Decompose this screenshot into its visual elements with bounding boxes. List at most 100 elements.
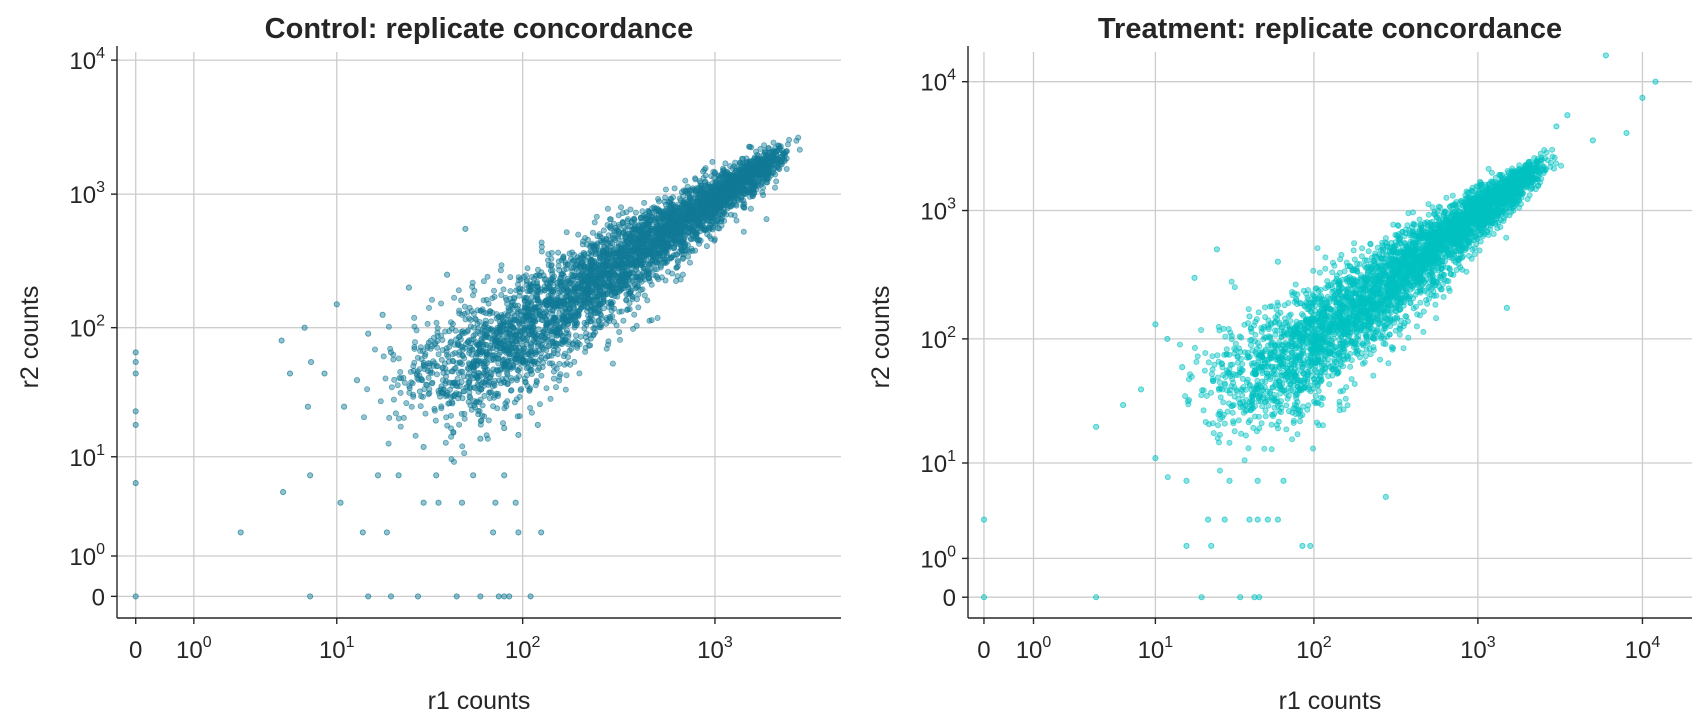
scatter-point xyxy=(374,472,382,479)
scatter-point xyxy=(505,305,512,312)
scatter-point xyxy=(470,324,477,331)
scatter-point xyxy=(527,404,534,411)
scatter-point xyxy=(132,358,139,366)
scatter-points xyxy=(132,134,803,600)
scatter-point xyxy=(657,240,664,247)
scatter-point xyxy=(547,328,554,335)
scatter-point xyxy=(497,380,504,387)
scatter-point xyxy=(550,347,557,354)
scatter-point xyxy=(626,271,633,278)
scatter-point xyxy=(770,154,777,161)
scatter-point xyxy=(487,318,494,325)
scatter-point xyxy=(385,440,392,447)
scatter-point xyxy=(401,379,408,386)
scatter-point xyxy=(438,356,445,363)
scatter-point xyxy=(763,216,770,223)
scatter-point xyxy=(501,405,508,412)
scatter-point xyxy=(492,499,499,506)
scatter-point xyxy=(397,423,404,430)
x-tick-label: 100 xyxy=(176,634,212,664)
scatter-point xyxy=(420,443,427,451)
scatter-point xyxy=(655,253,662,260)
scatter-point xyxy=(479,402,486,409)
scatter-point xyxy=(500,286,507,293)
scatter-point xyxy=(609,257,616,264)
scatter-point xyxy=(524,299,531,306)
scatter-point xyxy=(1485,165,1492,172)
scatter-point xyxy=(476,407,483,414)
scatter-point xyxy=(570,302,577,309)
scatter-point xyxy=(567,294,574,301)
scatter-point xyxy=(577,261,584,268)
scatter-point xyxy=(447,339,454,346)
scatter-point xyxy=(616,328,623,335)
scatter-point xyxy=(664,258,671,265)
scatter-point xyxy=(411,339,418,346)
scatter-point xyxy=(503,337,510,344)
scatter-point xyxy=(480,297,487,304)
scatter-point xyxy=(679,255,686,262)
scatter-point xyxy=(563,318,570,325)
scatter-point xyxy=(447,412,454,419)
scatter-point xyxy=(501,593,508,600)
scatter-point xyxy=(662,277,669,284)
scatter-point xyxy=(683,216,690,223)
scatter-point xyxy=(554,295,561,302)
scatter-point xyxy=(573,296,580,303)
scatter-point xyxy=(628,218,635,225)
scatter-point xyxy=(468,308,475,315)
scatter-point xyxy=(643,268,650,275)
scatter-point xyxy=(579,280,586,287)
scatter-point xyxy=(692,191,699,198)
scatter-point xyxy=(451,391,458,398)
scatter-point xyxy=(469,292,476,299)
scatter-point xyxy=(652,247,659,254)
scatter-point xyxy=(406,383,413,390)
scatter-point xyxy=(387,593,395,600)
scatter-point xyxy=(604,205,611,212)
scatter-point xyxy=(421,386,428,393)
scatter-point xyxy=(509,323,516,330)
scatter-point xyxy=(588,303,595,310)
scatter-point xyxy=(635,283,642,290)
scatter-point xyxy=(507,274,514,281)
scatter-point xyxy=(450,458,457,465)
scatter-point xyxy=(538,286,545,293)
scatter-point xyxy=(470,367,477,374)
scatter-point xyxy=(510,294,517,301)
scatter-point xyxy=(474,320,481,327)
scatter-point xyxy=(341,403,348,410)
scatter-point xyxy=(418,393,425,400)
scatter-point xyxy=(412,432,419,439)
scatter-point xyxy=(580,249,587,256)
scatter-point xyxy=(654,314,661,321)
scatter-point xyxy=(547,395,554,402)
scatter-point xyxy=(780,150,787,157)
scatter-point xyxy=(621,277,628,284)
scatter-point xyxy=(410,393,417,400)
scatter-point xyxy=(425,374,432,381)
scatter-point xyxy=(549,307,556,314)
scatter-point xyxy=(411,345,418,352)
scatter-point xyxy=(480,278,487,285)
scatter-point xyxy=(597,233,604,240)
scatter-point xyxy=(333,301,340,308)
scatter-point xyxy=(400,414,407,421)
scatter-point xyxy=(638,239,645,246)
scatter-point xyxy=(662,186,669,193)
scatter-point xyxy=(678,189,685,196)
scatter-point xyxy=(442,378,449,385)
scatter-point xyxy=(499,420,506,427)
scatter-point xyxy=(644,220,651,227)
scatter-point xyxy=(678,222,685,229)
scatter-point xyxy=(1370,372,1377,379)
scatter-point xyxy=(571,284,578,291)
scatter-point xyxy=(593,282,600,289)
scatter-point xyxy=(593,213,600,220)
scatter-point xyxy=(603,283,610,290)
scatter-point xyxy=(460,388,467,395)
scatter-point xyxy=(391,376,398,383)
scatter-point xyxy=(487,308,494,315)
scatter-point xyxy=(388,384,395,391)
scatter-point xyxy=(531,358,538,365)
